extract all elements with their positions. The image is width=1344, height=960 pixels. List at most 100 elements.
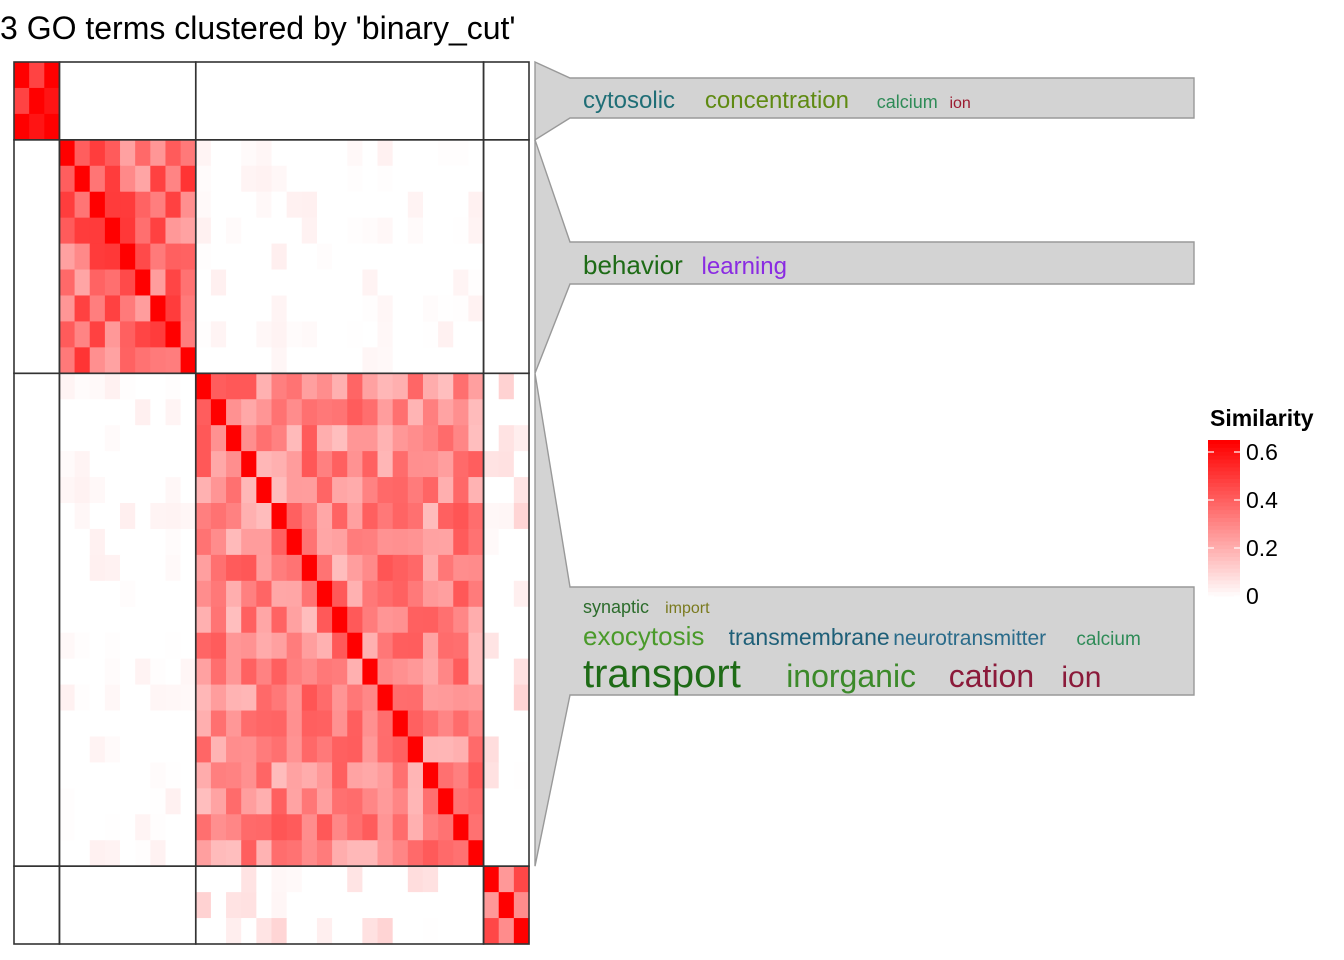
- heatmap-cell: [165, 347, 182, 374]
- heatmap-cell: [120, 632, 136, 660]
- heatmap-cell: [165, 788, 182, 815]
- heatmap-cell: [256, 62, 273, 89]
- heatmap-cell: [165, 269, 182, 297]
- heatmap-cell: [271, 321, 288, 348]
- heatmap-cell: [438, 295, 454, 323]
- heatmap-cell: [286, 866, 303, 893]
- heatmap-cell: [44, 503, 61, 530]
- heatmap-cell: [362, 710, 379, 738]
- heatmap-cell: [301, 139, 318, 167]
- heatmap-cell: [286, 217, 303, 245]
- heatmap-cell: [407, 684, 424, 712]
- heatmap-cell: [301, 684, 318, 712]
- heatmap-cell: [438, 321, 454, 348]
- heatmap-cell: [29, 528, 45, 556]
- heatmap-cell: [120, 684, 136, 712]
- heatmap-cell: [301, 658, 318, 686]
- heatmap-cell: [104, 87, 121, 115]
- legend-gradient-step: [1208, 471, 1240, 476]
- heatmap-cell: [150, 269, 167, 297]
- heatmap-cell: [44, 321, 61, 348]
- heatmap-cell: [89, 113, 106, 141]
- heatmap-cell: [332, 736, 348, 764]
- heatmap-cell: [347, 528, 363, 556]
- heatmap-cell: [438, 918, 454, 945]
- heatmap-cell: [29, 840, 45, 867]
- legend-gradient-step: [1208, 557, 1240, 562]
- heatmap-cell: [180, 892, 197, 919]
- heatmap-cell: [468, 347, 485, 374]
- heatmap-cell: [286, 139, 303, 167]
- heatmap-cell: [89, 736, 106, 764]
- heatmap-cell: [286, 321, 303, 348]
- heatmap-cell: [104, 113, 121, 141]
- heatmap-cell: [195, 814, 212, 841]
- heatmap-cell: [120, 788, 136, 815]
- heatmap-cell: [180, 243, 197, 271]
- heatmap-cell: [135, 684, 151, 712]
- heatmap-cell: [104, 62, 121, 89]
- heatmap-cell: [392, 736, 409, 764]
- heatmap-cell: [316, 710, 333, 738]
- heatmap-cell: [513, 373, 530, 400]
- heatmap-cell: [165, 684, 182, 712]
- heatmap-cell: [301, 477, 318, 504]
- heatmap-cell: [210, 840, 227, 867]
- heatmap-cell: [316, 788, 333, 815]
- heatmap-cell: [135, 191, 151, 219]
- heatmap-cell: [29, 503, 45, 530]
- heatmap-cell: [195, 710, 212, 738]
- heatmap-cell: [195, 684, 212, 712]
- heatmap-cell: [392, 840, 409, 867]
- heatmap-cell: [286, 580, 303, 608]
- heatmap-cell: [513, 684, 530, 712]
- heatmap-cell: [468, 736, 485, 764]
- heatmap-cell: [120, 918, 136, 945]
- heatmap-cell: [29, 321, 45, 348]
- heatmap-cell: [135, 606, 151, 634]
- heatmap-cell: [44, 347, 61, 374]
- heatmap-cell: [271, 788, 288, 815]
- heatmap-cell: [483, 580, 500, 608]
- heatmap-cell: [104, 321, 121, 348]
- legend-gradient-step: [1208, 521, 1240, 527]
- heatmap-cell: [498, 684, 515, 712]
- heatmap-cell: [120, 762, 136, 789]
- heatmap-cell: [120, 139, 136, 167]
- heatmap-cell: [241, 918, 257, 945]
- heatmap-cell: [362, 528, 379, 556]
- heatmap-cell: [362, 113, 379, 141]
- heatmap-cell: [210, 503, 227, 530]
- heatmap-cell: [256, 269, 273, 297]
- heatmap-cell: [89, 243, 106, 271]
- heatmap-cell: [347, 606, 363, 634]
- heatmap-cell: [316, 814, 333, 841]
- heatmap-cell: [438, 503, 454, 530]
- heatmap-cell: [180, 503, 197, 530]
- heatmap-cell: [453, 710, 470, 738]
- heatmap-cell: [347, 892, 363, 919]
- heatmap-cell: [483, 243, 500, 271]
- heatmap-cell: [453, 139, 470, 167]
- heatmap-cell: [150, 710, 167, 738]
- word-cloud-word: concentration: [705, 87, 849, 114]
- heatmap-cell: [135, 217, 151, 245]
- heatmap-cell: [347, 840, 363, 867]
- heatmap-cell: [59, 892, 76, 919]
- word-cloud-word: import: [665, 600, 710, 617]
- heatmap-cell: [210, 399, 227, 426]
- heatmap-cell: [301, 918, 318, 945]
- heatmap-cell: [483, 528, 500, 556]
- heatmap-cell: [422, 503, 439, 530]
- heatmap-cell: [44, 295, 61, 323]
- heatmap-cell: [468, 866, 485, 893]
- legend-gradient-step: [1208, 518, 1240, 523]
- heatmap-cell: [210, 918, 227, 945]
- heatmap-cell: [438, 477, 454, 504]
- heatmap-cell: [422, 425, 439, 452]
- heatmap-cell: [332, 87, 348, 115]
- heatmap-cell: [120, 165, 136, 193]
- heatmap-cell: [59, 606, 76, 634]
- heatmap-cell: [256, 528, 273, 556]
- heatmap-cell: [271, 918, 288, 945]
